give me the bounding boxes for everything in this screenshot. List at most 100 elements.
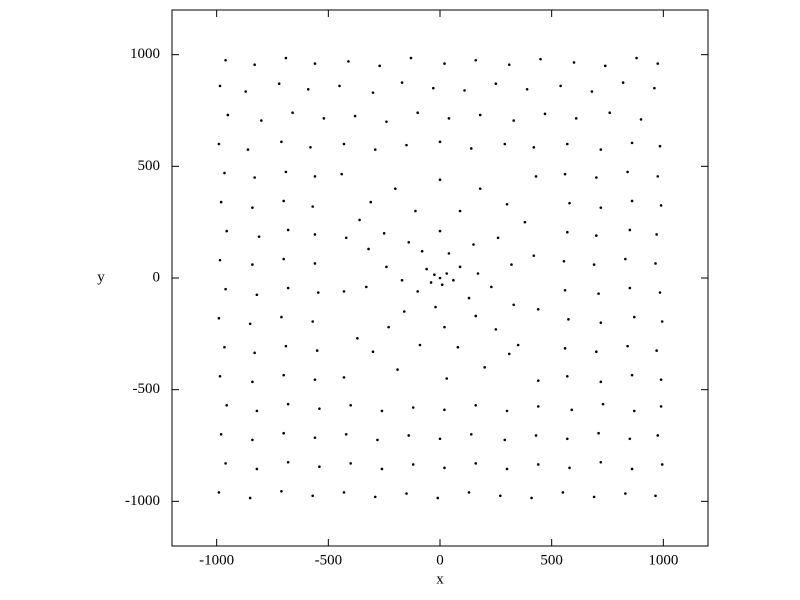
- point: [567, 318, 570, 321]
- point: [566, 142, 569, 146]
- point: [385, 120, 388, 123]
- point: [373, 495, 377, 499]
- point: [532, 146, 536, 149]
- point: [507, 352, 511, 356]
- point: [217, 491, 221, 494]
- point: [443, 408, 446, 412]
- point: [635, 56, 638, 60]
- point: [463, 89, 466, 92]
- point: [630, 467, 634, 471]
- point: [568, 466, 571, 470]
- point: [282, 373, 285, 377]
- x-tick-label: 0: [436, 552, 444, 568]
- point: [340, 172, 344, 176]
- point: [405, 143, 408, 147]
- point: [656, 62, 660, 65]
- point: [322, 117, 326, 120]
- point: [338, 84, 341, 88]
- point: [407, 240, 411, 244]
- point: [347, 60, 350, 63]
- point: [420, 249, 424, 253]
- point: [217, 316, 221, 320]
- point: [382, 232, 386, 235]
- point: [286, 460, 290, 464]
- point: [378, 64, 382, 68]
- point: [476, 272, 480, 275]
- point: [225, 229, 229, 233]
- point: [566, 374, 569, 378]
- point: [530, 496, 533, 500]
- point: [407, 434, 411, 437]
- point: [507, 63, 511, 67]
- point: [318, 407, 321, 410]
- y-tick-label: 0: [153, 269, 161, 285]
- x-tick-label: 500: [540, 552, 563, 568]
- point: [432, 86, 435, 90]
- point: [597, 292, 600, 295]
- point: [405, 492, 408, 495]
- point: [394, 187, 397, 190]
- point: [658, 144, 662, 148]
- point: [539, 57, 542, 61]
- point: [572, 61, 576, 64]
- point: [456, 345, 460, 349]
- point: [349, 404, 352, 407]
- point: [255, 467, 259, 471]
- point: [217, 142, 221, 146]
- point: [512, 303, 515, 307]
- point: [318, 465, 321, 469]
- point: [414, 209, 417, 213]
- point: [225, 404, 229, 407]
- point: [313, 233, 317, 236]
- point: [277, 82, 281, 85]
- point: [512, 119, 515, 122]
- point: [246, 148, 250, 151]
- point: [445, 272, 449, 275]
- point: [474, 462, 478, 465]
- point: [624, 257, 627, 261]
- point: [630, 141, 634, 145]
- point: [478, 113, 482, 117]
- point: [630, 199, 634, 203]
- point: [660, 463, 664, 466]
- point: [409, 56, 413, 60]
- point: [599, 206, 603, 209]
- point: [658, 291, 662, 294]
- point: [458, 265, 462, 269]
- point: [599, 321, 603, 324]
- point: [402, 310, 406, 313]
- point: [438, 229, 442, 233]
- point: [251, 206, 254, 209]
- point: [599, 148, 603, 151]
- point: [309, 146, 312, 149]
- point: [380, 467, 384, 471]
- point: [367, 247, 370, 251]
- point: [599, 380, 603, 384]
- point: [499, 494, 502, 498]
- point: [563, 288, 567, 292]
- point: [447, 252, 451, 255]
- point: [654, 262, 657, 265]
- point: [505, 409, 509, 413]
- point: [387, 325, 390, 329]
- point: [380, 409, 384, 413]
- point: [490, 285, 493, 289]
- point: [566, 230, 569, 234]
- point: [536, 379, 540, 383]
- point: [369, 200, 373, 204]
- point: [425, 267, 428, 271]
- point: [516, 343, 520, 347]
- point: [223, 345, 226, 349]
- point: [248, 322, 252, 326]
- y-tick-label: 500: [138, 158, 161, 174]
- point: [624, 492, 627, 495]
- point: [418, 343, 422, 347]
- point: [505, 467, 509, 471]
- point: [599, 460, 603, 464]
- point: [251, 438, 254, 442]
- point: [244, 90, 247, 93]
- point: [219, 433, 223, 436]
- point: [534, 175, 538, 178]
- point: [411, 463, 415, 466]
- point: [656, 434, 660, 437]
